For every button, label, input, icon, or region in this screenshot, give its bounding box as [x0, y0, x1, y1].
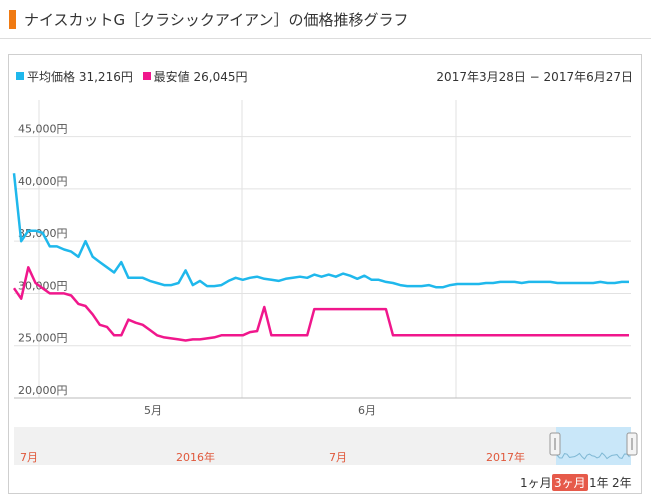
y-tick-label: 25,000円 — [18, 332, 68, 345]
y-tick-label: 45,000円 — [18, 123, 68, 136]
y-tick-label: 40,000円 — [18, 175, 68, 188]
navigator-tick-label: 7月 — [329, 451, 347, 464]
chart-frame — [8, 54, 642, 494]
date-range: 2017年3月28日 − 2017年6月27日 — [436, 70, 633, 84]
title-bar: ナイスカットG［クラシックアイアン］の価格推移グラフ — [0, 0, 651, 39]
navigator-tick-label: 7月 — [20, 451, 38, 464]
navigator-track — [14, 427, 631, 465]
legend-item-min[interactable]: 最安値 26,045円 — [142, 70, 248, 84]
series-line-min — [12, 266, 629, 342]
legend-label-min: 最安値 — [153, 70, 190, 84]
page-title: ナイスカットG［クラシックアイアン］の価格推移グラフ — [24, 11, 409, 29]
legend-label-avg: 平均価格 — [27, 70, 76, 84]
y-axis: 20,000円25,000円30,000円35,000円40,000円45,00… — [18, 123, 68, 397]
y-tick-label: 20,000円 — [18, 384, 68, 397]
legend-swatch-min — [142, 72, 151, 80]
navigator-tick-label: 2017年 — [486, 450, 525, 464]
zoom-option-1[interactable]: 1ヶ月 — [520, 476, 552, 490]
chart-legend: 平均価格 31,216円 最安値 26,045円 — [16, 68, 254, 85]
navigator-sparkline — [556, 452, 630, 460]
y-tick-label: 30,000円 — [18, 279, 68, 292]
legend-item-avg[interactable]: 平均価格 31,216円 — [16, 70, 133, 84]
legend-swatch-avg — [16, 72, 24, 80]
zoom-option-2[interactable]: 3ヶ月 — [552, 474, 588, 491]
x-tick-label: 6月 — [358, 404, 376, 417]
navigator[interactable]: 7月 2016年 7月 2017年 — [14, 427, 638, 465]
navigator-selection[interactable] — [556, 427, 631, 465]
x-axis: 4月5月6月 — [14, 397, 631, 417]
legend-value-avg: 31,216円 — [78, 70, 133, 84]
series-line-avg — [12, 173, 629, 289]
plot-area — [12, 173, 629, 342]
zoom-option-4[interactable]: 2年 — [612, 476, 632, 490]
navigator-tick-label: 2016年 — [176, 450, 215, 464]
legend-value-min: 26,045円 — [193, 70, 248, 84]
grid-lines — [14, 100, 631, 399]
zoom-option-3[interactable]: 1年 — [589, 476, 609, 490]
title-accent-bar — [9, 10, 16, 29]
x-tick-label: 5月 — [144, 404, 162, 417]
